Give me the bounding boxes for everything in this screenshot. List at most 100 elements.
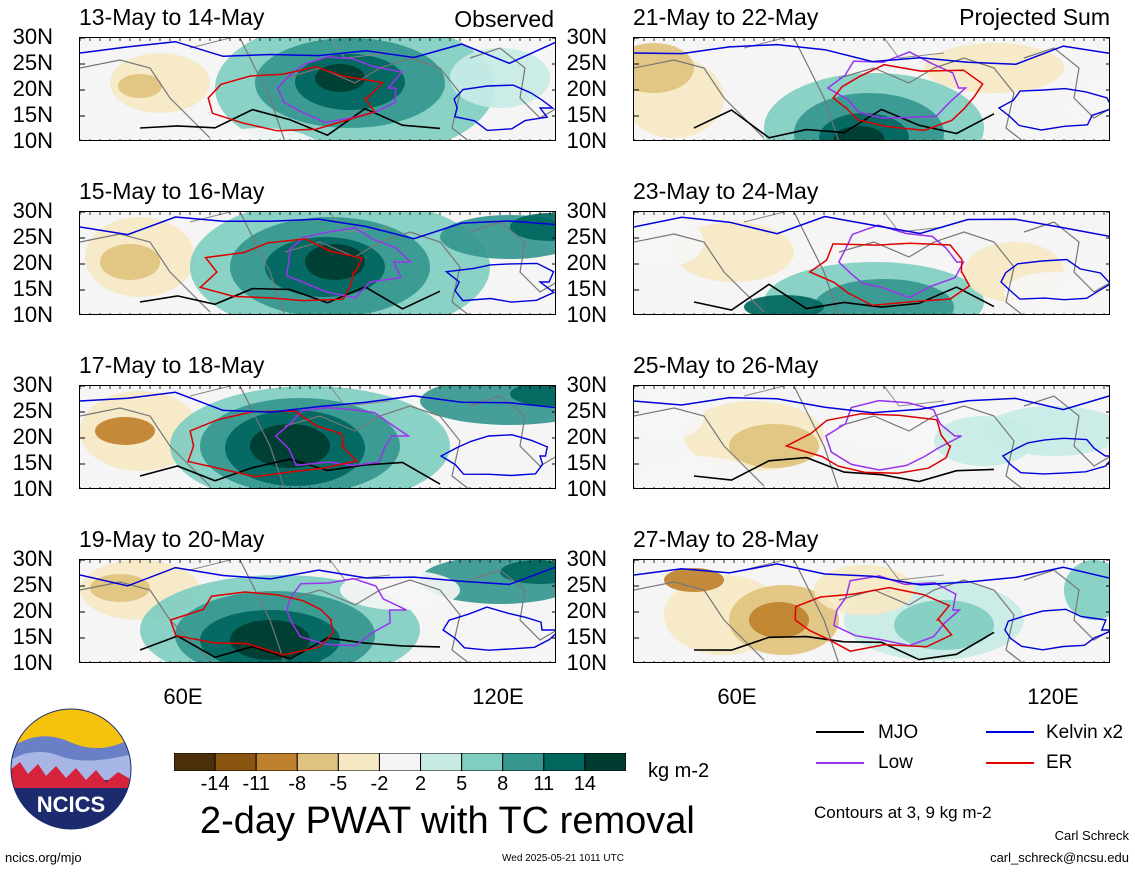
lon-label-60e-right: 60E xyxy=(717,684,757,709)
panel-title-2: 15-May to 16-May xyxy=(79,178,265,204)
lat-label-25n-panel-6: 25N xyxy=(566,224,607,249)
lat-label-15n-panel-5: 15N xyxy=(566,102,607,127)
lat-label-10n-panel-7: 10N xyxy=(566,476,607,501)
lat-label-20n-panel-7: 20N xyxy=(566,424,607,449)
colorbar-swatch-7 xyxy=(461,752,504,772)
lat-label-15n-panel-3: 15N xyxy=(12,450,53,475)
lat-label-10n-panel-6: 10N xyxy=(566,302,607,327)
panel-title-7: 25-May to 26-May xyxy=(633,352,819,378)
lat-label-30n-panel-6: 30N xyxy=(566,198,607,223)
lat-label-10n-panel-1: 10N xyxy=(12,128,53,153)
colorbar-swatch-6 xyxy=(420,752,463,772)
map-panel-5 xyxy=(633,37,1110,141)
panel-title-1: 13-May to 14-May xyxy=(79,4,265,30)
colorbar-tick-2: -8 xyxy=(288,773,307,795)
map-panel-6 xyxy=(633,211,1110,315)
legend-line-er xyxy=(986,762,1034,764)
lat-label-25n-panel-7: 25N xyxy=(566,398,607,423)
colorbar-tick-0: -14 xyxy=(200,773,230,795)
panel-title-8: 27-May to 28-May xyxy=(633,526,819,552)
lat-label-15n-panel-7: 15N xyxy=(566,450,607,475)
colorbar-tick-3: -5 xyxy=(329,773,348,795)
map-panel-8 xyxy=(633,559,1110,663)
lon-label-120e-right: 120E xyxy=(1027,684,1079,709)
lat-label-15n-panel-2: 15N xyxy=(12,276,53,301)
lat-label-10n-panel-3: 10N xyxy=(12,476,53,501)
lat-label-15n-panel-1: 15N xyxy=(12,102,53,127)
lat-label-10n-panel-4: 10N xyxy=(12,650,53,675)
colorbar-tick-1: -11 xyxy=(242,773,270,795)
colorbar-swatch-5 xyxy=(378,752,422,772)
legend-line-kelvin xyxy=(986,731,1034,733)
lat-label-25n-panel-8: 25N xyxy=(566,572,607,597)
colorbar-tick-7: 8 xyxy=(497,773,509,795)
legend-label-er: ER xyxy=(1046,752,1073,773)
lat-label-25n-panel-2: 25N xyxy=(12,224,53,249)
lat-label-20n-panel-4: 20N xyxy=(12,598,53,623)
lat-label-10n-panel-5: 10N xyxy=(566,128,607,153)
map-panel-1 xyxy=(79,37,556,141)
colorbar-swatch-9 xyxy=(543,752,586,772)
legend-line-mjo xyxy=(816,731,864,733)
lat-label-25n-panel-3: 25N xyxy=(12,398,53,423)
lat-label-20n-panel-8: 20N xyxy=(566,598,607,623)
colorbar-swatch-3 xyxy=(296,752,339,772)
map-panel-7 xyxy=(633,385,1110,489)
colorbar-swatch-8 xyxy=(502,752,545,772)
lat-label-10n-panel-2: 10N xyxy=(12,302,53,327)
author: Carl Schreck xyxy=(1054,828,1129,843)
lat-label-25n-panel-4: 25N xyxy=(12,572,53,597)
map-panel-2 xyxy=(79,211,556,315)
lon-label-60e-left: 60E xyxy=(163,684,203,709)
lat-label-20n-panel-5: 20N xyxy=(566,76,607,101)
lat-label-10n-panel-8: 10N xyxy=(566,650,607,675)
lat-label-30n-panel-2: 30N xyxy=(12,198,53,223)
site-link[interactable]: ncics.org/mjo xyxy=(5,850,82,865)
colorbar xyxy=(173,752,627,772)
lat-label-25n-panel-5: 25N xyxy=(566,50,607,75)
colorbar-swatch-0 xyxy=(173,752,216,772)
lat-label-30n-panel-1: 30N xyxy=(12,24,53,49)
legend-line-low xyxy=(816,762,864,764)
map-panel-3 xyxy=(79,385,556,489)
lat-label-30n-panel-4: 30N xyxy=(12,546,53,571)
panel-title-6: 23-May to 24-May xyxy=(633,178,819,204)
projected-sum-label: Projected Sum xyxy=(959,4,1110,30)
author-email[interactable]: carl_schreck@ncsu.edu xyxy=(990,850,1129,865)
colorbar-tick-4: -2 xyxy=(370,773,389,795)
contours-note: Contours at 3, 9 kg m-2 xyxy=(814,803,992,822)
lat-label-20n-panel-3: 20N xyxy=(12,424,53,449)
colorbar-tick-9: 14 xyxy=(573,773,597,795)
colorbar-swatch-1 xyxy=(214,752,257,772)
lat-label-30n-panel-8: 30N xyxy=(566,546,607,571)
lat-label-30n-panel-3: 30N xyxy=(12,372,53,397)
lat-label-30n-panel-5: 30N xyxy=(566,24,607,49)
colorbar-swatch-2 xyxy=(255,752,298,772)
colorbar-tick-6: 5 xyxy=(456,773,468,795)
panel-title-5: 21-May to 22-May xyxy=(633,4,819,30)
colorbar-tick-8: 11 xyxy=(533,773,555,795)
logo-text: NCICS xyxy=(37,792,105,817)
ncics-logo: NCICS xyxy=(10,708,132,830)
legend: MJO Kelvin x2 Low ER xyxy=(816,722,1126,792)
observed-label: Observed xyxy=(454,6,554,32)
panel-title-3: 17-May to 18-May xyxy=(79,352,265,378)
lat-label-15n-panel-8: 15N xyxy=(566,624,607,649)
lat-label-15n-panel-6: 15N xyxy=(566,276,607,301)
lon-label-120e-left: 120E xyxy=(472,684,524,709)
lat-label-25n-panel-1: 25N xyxy=(12,50,53,75)
colorbar-tick-labels: -14 -11 -8 -5 -2 2 5 8 11 14 xyxy=(174,773,626,797)
timestamp: Wed 2025-05-21 1011 UTC xyxy=(502,853,624,864)
legend-label-mjo: MJO xyxy=(878,722,919,743)
colorbar-swatch-10 xyxy=(584,752,627,772)
lat-label-20n-panel-6: 20N xyxy=(566,250,607,275)
lat-label-15n-panel-4: 15N xyxy=(12,624,53,649)
colorbar-swatch-4 xyxy=(337,752,380,772)
panel-title-4: 19-May to 20-May xyxy=(79,526,265,552)
legend-label-kelvin: Kelvin x2 xyxy=(1046,722,1124,743)
map-panel-4 xyxy=(79,559,556,663)
lat-label-20n-panel-1: 20N xyxy=(12,76,53,101)
lat-label-20n-panel-2: 20N xyxy=(12,250,53,275)
legend-label-low: Low xyxy=(878,752,913,773)
main-title: 2-day PWAT with TC removal xyxy=(200,800,695,842)
